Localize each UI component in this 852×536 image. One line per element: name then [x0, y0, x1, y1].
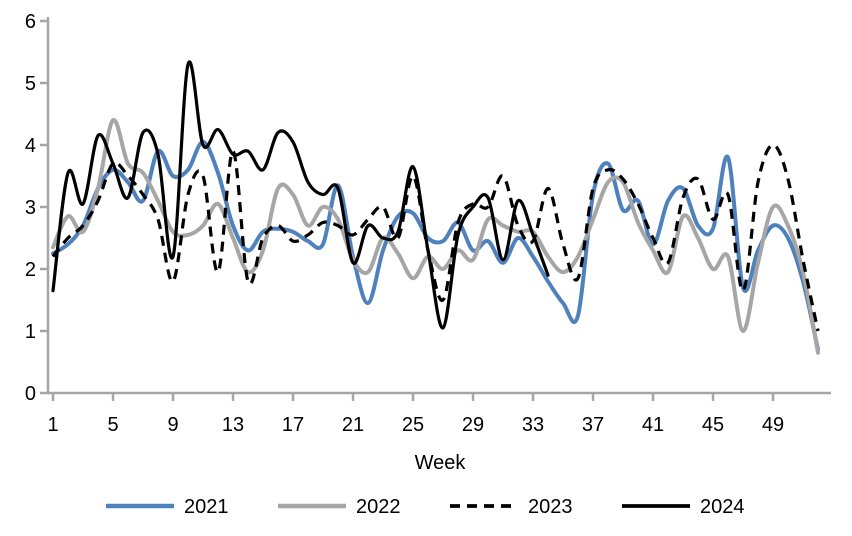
y-tick-label: 3 [25, 197, 36, 219]
legend-item-2024: 2024 [622, 496, 745, 518]
y-tick-label: 5 [25, 73, 36, 95]
x-axis-title: Week [415, 452, 467, 474]
x-tick-label: 45 [702, 414, 724, 436]
y-tick-label: 6 [25, 11, 36, 33]
y-tick-label: 1 [25, 321, 36, 343]
series-lines [51, 60, 820, 355]
x-tick-label: 9 [167, 414, 178, 436]
legend-label-2023: 2023 [528, 496, 573, 518]
y-tick-label: 4 [25, 135, 36, 157]
x-tick-label: 33 [522, 414, 544, 436]
x-tick-label: 37 [582, 414, 604, 436]
x-tick-label: 5 [107, 414, 118, 436]
x-tick-label: 29 [462, 414, 484, 436]
series-line-2021 [51, 139, 820, 352]
x-tick-label: 41 [642, 414, 664, 436]
x-tick-label: 1 [47, 414, 58, 436]
legend-label-2022: 2022 [356, 496, 401, 518]
legend: 2021 2022 2023 2024 [106, 496, 745, 518]
legend-label-2021: 2021 [184, 496, 229, 518]
x-tick-label: 17 [282, 414, 304, 436]
legend-item-2023: 2023 [450, 496, 573, 518]
legend-item-2021: 2021 [106, 496, 229, 518]
x-tick-label: 13 [222, 414, 244, 436]
y-tick-label: 2 [25, 259, 36, 281]
x-tick-label: 21 [342, 414, 364, 436]
x-tick-label: 49 [762, 414, 784, 436]
legend-label-2024: 2024 [700, 496, 745, 518]
series-line-2024 [51, 60, 550, 330]
x-tick-label: 25 [402, 414, 424, 436]
legend-item-2022: 2022 [278, 496, 401, 518]
y-tick-label: 0 [25, 383, 36, 405]
